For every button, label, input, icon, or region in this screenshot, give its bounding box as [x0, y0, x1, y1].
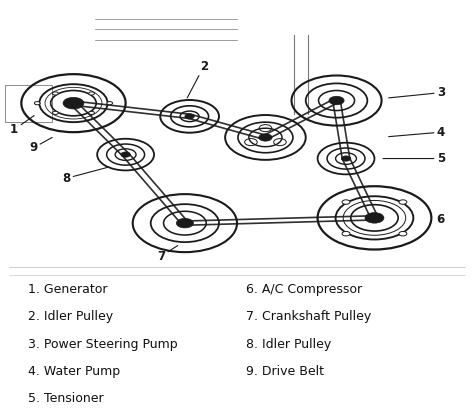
Circle shape — [176, 218, 193, 228]
Circle shape — [89, 92, 94, 95]
Text: 8: 8 — [62, 167, 109, 185]
Text: 9: 9 — [29, 138, 52, 154]
Text: 9. Drive Belt: 9. Drive Belt — [246, 365, 325, 378]
Text: 3. Power Steering Pump: 3. Power Steering Pump — [28, 338, 178, 351]
Text: 4. Water Pump: 4. Water Pump — [28, 365, 120, 378]
Circle shape — [89, 111, 94, 115]
Text: 4: 4 — [389, 126, 445, 139]
Circle shape — [399, 200, 407, 204]
Circle shape — [53, 111, 58, 115]
Circle shape — [53, 92, 58, 95]
Text: 2: 2 — [187, 60, 208, 98]
Text: 1: 1 — [10, 115, 34, 136]
Circle shape — [63, 97, 84, 109]
Circle shape — [329, 96, 344, 105]
Text: 6. A/C Compressor: 6. A/C Compressor — [246, 283, 363, 296]
Circle shape — [365, 213, 384, 223]
Circle shape — [35, 102, 40, 105]
Circle shape — [121, 152, 130, 157]
Circle shape — [341, 156, 351, 161]
Text: 5. Tensioner: 5. Tensioner — [28, 392, 104, 405]
Circle shape — [399, 232, 407, 236]
Circle shape — [185, 114, 194, 119]
Text: 8. Idler Pulley: 8. Idler Pulley — [246, 338, 332, 351]
Text: 3: 3 — [389, 86, 445, 99]
Circle shape — [259, 134, 272, 141]
Text: 6: 6 — [437, 213, 445, 226]
Circle shape — [342, 232, 350, 236]
Text: 7: 7 — [157, 246, 178, 262]
Circle shape — [342, 200, 350, 204]
Circle shape — [107, 102, 112, 105]
Text: 5: 5 — [383, 152, 445, 165]
Text: 7. Crankshaft Pulley: 7. Crankshaft Pulley — [246, 311, 372, 323]
Text: 2. Idler Pulley: 2. Idler Pulley — [28, 311, 114, 323]
Text: 1. Generator: 1. Generator — [28, 283, 108, 296]
